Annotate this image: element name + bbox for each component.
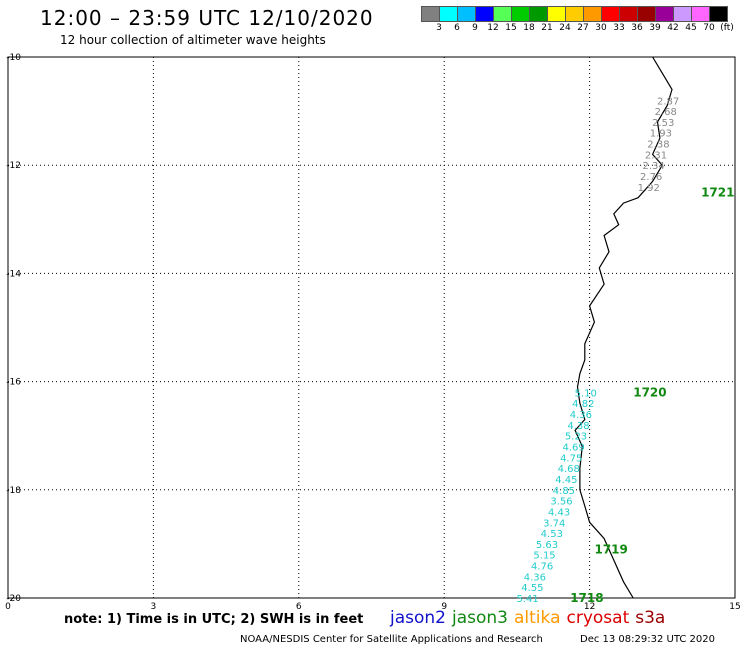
- wave-height-map: 0 3 6 9 12 15-10-12-14-16-18-20 2.872.682.531…: [5, 53, 740, 612]
- y-tick-label: -20: [6, 594, 21, 604]
- color-scale-label: 3: [436, 23, 442, 33]
- y-tick-label: -18: [6, 486, 21, 496]
- legend-jason3: jason3: [452, 608, 508, 628]
- color-scale-label: 45: [685, 23, 697, 33]
- axis-ticks: 0 3 6 9 12 15 -10 -12 -14 -16 -18 -20: [5, 53, 740, 612]
- swh-value: 5.15: [533, 551, 555, 562]
- color-scale-label: 21: [541, 23, 553, 33]
- y-tick-label: -16: [6, 378, 21, 388]
- swh-value: 5.41: [516, 594, 538, 605]
- color-scale-label: 18: [523, 23, 535, 33]
- legend-cryosat: cryosat: [566, 608, 630, 628]
- x-tick-label: 15: [729, 602, 740, 612]
- legend-jason2: jason2: [390, 608, 446, 628]
- x-tick-label: 12: [584, 602, 595, 612]
- y-tick-label: -14: [6, 269, 21, 279]
- color-scale-label: 42: [667, 23, 679, 33]
- color-scale-label: 6: [454, 23, 460, 33]
- swh-value: 4.82: [572, 399, 594, 410]
- color-scale-label: 39: [649, 23, 661, 33]
- color-swatch: [709, 6, 728, 22]
- swh-value: 4.75: [560, 453, 582, 464]
- swh-value: 4.36: [524, 572, 546, 583]
- swh-value: 4.68: [558, 464, 580, 475]
- swh-value: 5.23: [565, 432, 587, 443]
- color-scale-label: 30: [595, 23, 607, 33]
- altimeter-passes: 2.872.682.531.932.382.312.342.761.92 1721…: [516, 96, 734, 605]
- swh-value: 3.56: [550, 497, 572, 508]
- x-tick-label: 3: [151, 602, 157, 612]
- y-tick-label: -12: [6, 161, 21, 171]
- swh-value: 2.53: [652, 118, 674, 129]
- track-number: 1721: [701, 185, 734, 199]
- swh-value: 2.87: [657, 96, 679, 107]
- swh-value: 2.76: [640, 172, 662, 183]
- color-scale-label: 9: [472, 23, 478, 33]
- color-scale-label: 15: [505, 23, 517, 33]
- color-scale-label: 24: [559, 23, 571, 33]
- swh-value: 4.45: [555, 475, 577, 486]
- color-scale-label: 27: [577, 23, 589, 33]
- map-title: 12:00 – 23:59 UTC 12/10/2020: [40, 6, 374, 30]
- swh-value: 2.38: [647, 140, 669, 151]
- x-tick-label: 0: [5, 602, 11, 612]
- color-scale-label: 36: [631, 23, 643, 33]
- color-scale-label: (ft): [720, 23, 734, 33]
- coastline: [574, 56, 673, 599]
- swh-value: 4.38: [567, 421, 589, 432]
- credit-line: NOAA/NESDIS Center for Satellite Applica…: [240, 634, 543, 645]
- swh-value: 2.34: [642, 161, 664, 172]
- swh-value: 4.43: [548, 507, 570, 518]
- swh-value: 5.63: [536, 540, 558, 551]
- swh-value: 4.69: [562, 443, 584, 454]
- legend-altika: altika: [514, 608, 561, 628]
- swh-value: 4.36: [570, 410, 592, 421]
- swh-value: 5.10: [575, 388, 597, 399]
- swh-value: 1.93: [650, 129, 672, 140]
- swh-value: 1.92: [638, 183, 660, 194]
- swh-value: 2.31: [645, 150, 667, 161]
- track-number: 1719: [594, 542, 627, 556]
- y-tick-label: -10: [6, 53, 21, 63]
- swh-value: 4.76: [531, 562, 553, 573]
- color-scale-bar: [421, 6, 728, 22]
- generation-timestamp: Dec 13 08:29:32 UTC 2020: [580, 634, 715, 645]
- legend-s3a: s3a: [635, 608, 666, 628]
- track-number: 1720: [633, 385, 666, 399]
- swh-value: 4.53: [541, 529, 563, 540]
- color-scale-label: 33: [613, 23, 625, 33]
- color-scale-label: 12: [487, 23, 499, 33]
- color-scale-label: 70: [703, 23, 715, 33]
- satellite-legend: jason2 jason3 altika cryosat s3a: [390, 608, 671, 628]
- swh-value: 4.85: [553, 486, 575, 497]
- swh-value: 2.68: [655, 107, 677, 118]
- swh-value: 3.74: [543, 518, 565, 529]
- footnote: note: 1) Time is in UTC; 2) SWH is in fe…: [64, 612, 364, 627]
- track-number: 1718: [570, 591, 603, 605]
- map-subtitle: 12 hour collection of altimeter wave hei…: [60, 33, 326, 47]
- x-tick-label: 6: [296, 602, 302, 612]
- swh-value: 4.55: [521, 583, 543, 594]
- map-frame: [7, 56, 736, 599]
- lat-lon-grid: [8, 57, 735, 598]
- x-tick-label: 9: [441, 602, 447, 612]
